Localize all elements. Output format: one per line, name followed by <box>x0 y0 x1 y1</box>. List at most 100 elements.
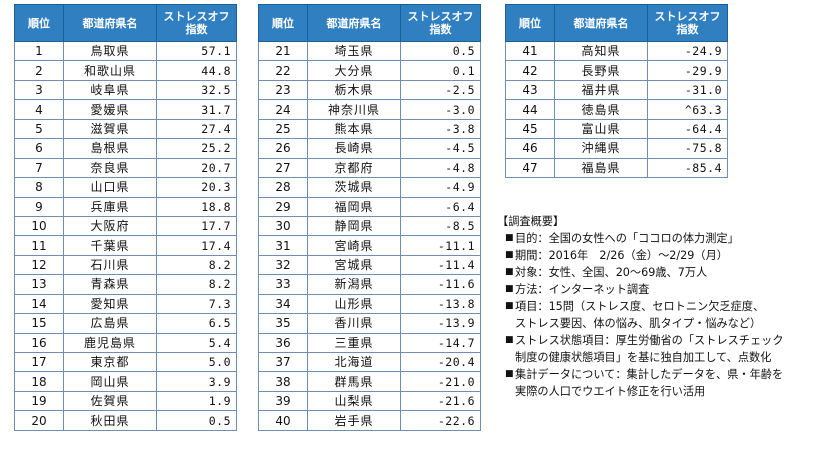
prefecture-cell: 鳥取県 <box>63 40 157 62</box>
prefecture-cell: 愛媛県 <box>63 99 157 120</box>
ranking-table-1-20: 順位 都道府県名 ストレスオフ 指数 1 鳥取県 57.1 2 和歌山県 44.8 3 岐阜県 3… <box>14 4 237 431</box>
survey-item: ■ 集計データについて：集計したデータを、県・年齢を <box>496 366 818 383</box>
rank-cell: 35 <box>258 313 308 334</box>
table-row: 5 滋賀県 27.4 <box>14 118 237 140</box>
survey-item-continuation: 制度の健康状態項目」を基に独自加工して、点数化 <box>515 351 772 364</box>
rank-cell: 11 <box>14 235 64 256</box>
prefecture-cell: 広島県 <box>63 313 157 334</box>
table-row: 14 愛知県 7.3 <box>14 293 237 315</box>
header-stress-off-index: ストレスオフ 指数 <box>647 4 728 42</box>
rank-cell: 38 <box>258 371 308 392</box>
index-value-cell: -13.9 <box>400 313 481 334</box>
index-value-cell: 1.9 <box>156 390 237 412</box>
index-value-cell: 57.1 <box>156 40 237 62</box>
rank-cell: 19 <box>14 390 64 412</box>
table-row: 41 高知県 -24.9 <box>505 40 728 62</box>
survey-item-text: 方法：インターネット調査 <box>515 283 650 296</box>
survey-item: ■ 項目：15問（ストレス度、セロトニン欠乏症度、 <box>496 298 818 315</box>
square-bullet-icon: ■ <box>505 267 514 277</box>
rank-cell: 21 <box>258 40 308 62</box>
survey-item: ■ 対象：女性、全国、20～69歳、7万人 <box>496 264 818 281</box>
survey-item: ■ ストレス状態項目：厚生労働省の「ストレスチェック <box>496 332 818 349</box>
prefecture-cell: 鹿児島県 <box>63 332 157 354</box>
index-value-cell: 5.4 <box>156 332 237 354</box>
table-row: 36 三重県 -14.7 <box>258 332 481 354</box>
table-row: 26 長崎県 -4.5 <box>258 138 481 159</box>
rank-cell: 4 <box>14 99 64 120</box>
rank-cell: 23 <box>258 79 308 101</box>
table-row: 8 山口県 20.3 <box>14 177 237 198</box>
table-row: 43 福井県 -31.0 <box>505 79 728 101</box>
survey-item-text: ストレス状態項目：厚生労働省の「ストレスチェック <box>515 334 784 347</box>
rank-cell: 25 <box>258 118 308 140</box>
prefecture-cell: 山梨県 <box>307 390 401 412</box>
prefecture-cell: 岩手県 <box>307 410 401 431</box>
table-row: 32 宮城県 -11.4 <box>258 254 481 276</box>
survey-item-text: 集計データについて：集計したデータを、県・年齢を <box>515 368 784 381</box>
prefecture-cell: 埼玉県 <box>307 40 401 62</box>
survey-item: ■ 期間：2016年 2/26（金）～2/29（月） <box>496 247 818 264</box>
table-row: 22 大分県 0.1 <box>258 60 481 81</box>
index-value-cell: -6.4 <box>400 196 481 217</box>
header-rank: 順位 <box>505 4 555 42</box>
index-value-cell: 7.3 <box>156 293 237 315</box>
table-row: 37 北海道 -20.4 <box>258 351 481 373</box>
index-value-cell: -3.8 <box>400 118 481 140</box>
rank-cell: 32 <box>258 254 308 276</box>
prefecture-cell: 高知県 <box>554 40 648 62</box>
survey-item-continuation: ストレス要因、体の悩み、肌タイプ・悩みなど） <box>515 317 762 330</box>
rank-cell: 39 <box>258 390 308 412</box>
rank-cell: 18 <box>14 371 64 392</box>
table-header-row: 順位 都道府県名 ストレスオフ 指数 <box>505 4 728 42</box>
prefecture-cell: 静岡県 <box>307 215 401 237</box>
rank-cell: 36 <box>258 332 308 354</box>
index-value-cell: ^63.3 <box>647 99 728 120</box>
header-prefecture: 都道府県名 <box>307 4 401 42</box>
table-row: 19 佐賀県 1.9 <box>14 390 237 412</box>
index-value-cell: -8.5 <box>400 215 481 237</box>
prefecture-cell: 山形県 <box>307 293 401 315</box>
prefecture-cell: 熊本県 <box>307 118 401 140</box>
table-row: 18 岡山県 3.9 <box>14 371 237 392</box>
rank-cell: 7 <box>14 157 64 179</box>
table-row: 31 宮崎県 -11.1 <box>258 235 481 256</box>
index-value-cell: -3.0 <box>400 99 481 120</box>
index-value-cell: 20.3 <box>156 177 237 198</box>
prefecture-cell: 青森県 <box>63 274 157 295</box>
index-value-cell: 31.7 <box>156 99 237 120</box>
index-value-cell: 0.1 <box>400 60 481 81</box>
rank-cell: 9 <box>14 196 64 217</box>
rank-cell: 31 <box>258 235 308 256</box>
prefecture-cell: 奈良県 <box>63 157 157 179</box>
index-value-cell: 8.2 <box>156 274 237 295</box>
survey-item: ■ 方法：インターネット調査 <box>496 281 818 298</box>
table-row: 7 奈良県 20.7 <box>14 157 237 179</box>
index-value-cell: 0.5 <box>400 40 481 62</box>
table-row: 2 和歌山県 44.8 <box>14 60 237 81</box>
rank-cell: 45 <box>505 118 555 140</box>
table-row: 42 長野県 -29.9 <box>505 60 728 81</box>
rank-cell: 44 <box>505 99 555 120</box>
rank-cell: 30 <box>258 215 308 237</box>
rank-cell: 15 <box>14 313 64 334</box>
table-row: 15 広島県 6.5 <box>14 313 237 334</box>
prefecture-cell: 福島県 <box>554 157 648 179</box>
table-row: 16 鹿児島県 5.4 <box>14 332 237 354</box>
header-prefecture: 都道府県名 <box>63 4 157 42</box>
table-row: 21 埼玉県 0.5 <box>258 40 481 62</box>
index-value-cell: 44.8 <box>156 60 237 81</box>
index-value-cell: -11.6 <box>400 274 481 295</box>
rank-cell: 12 <box>14 254 64 276</box>
table-row: 6 島根県 25.2 <box>14 138 237 159</box>
square-bullet-icon: ■ <box>505 301 514 311</box>
rank-cell: 46 <box>505 138 555 159</box>
rank-cell: 17 <box>14 351 64 373</box>
header-rank: 順位 <box>14 4 64 42</box>
rank-cell: 16 <box>14 332 64 354</box>
prefecture-cell: 徳島県 <box>554 99 648 120</box>
table-row: 34 山形県 -13.8 <box>258 293 481 315</box>
prefecture-cell: 群馬県 <box>307 371 401 392</box>
prefecture-cell: 岐阜県 <box>63 79 157 101</box>
table-row: 38 群馬県 -21.0 <box>258 371 481 392</box>
table-body: 21 埼玉県 0.5 22 大分県 0.1 23 栃木県 -2.5 24 神奈川県 -3.0 25 熊本県… <box>258 40 481 431</box>
